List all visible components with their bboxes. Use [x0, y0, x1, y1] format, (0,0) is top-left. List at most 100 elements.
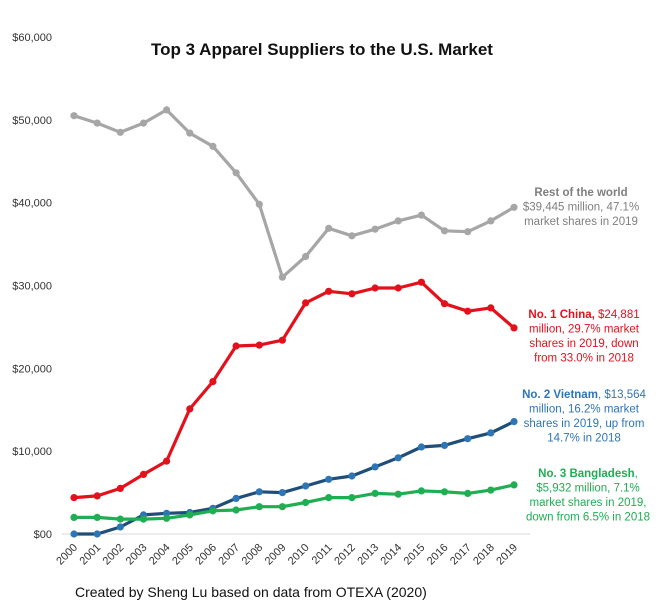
y-axis: $00 $10,000 $20,000 $30,000 $40,000 $50,000 $6… — [12, 32, 52, 541]
annotation-layer: Rest of the world $39,445 million, 47.1% m… — [522, 187, 650, 524]
data-point-china — [348, 290, 356, 298]
x-tick-label: 2013 — [355, 542, 381, 568]
data-point-vietnam — [325, 475, 333, 483]
data-point-rest-of-the-world — [209, 142, 217, 150]
annotation-line: market shares in 2019 — [524, 216, 638, 228]
data-point-vietnam — [278, 489, 286, 497]
x-tick-label: 2006 — [193, 542, 219, 568]
data-point-rest-of-the-world — [255, 200, 263, 208]
data-point-bangladesh — [93, 513, 101, 522]
data-point-china — [139, 470, 148, 478]
data-point-china — [186, 405, 194, 413]
data-point-rest-of-the-world — [186, 129, 194, 137]
y-tick-label: $10,000 — [12, 446, 52, 458]
x-tick-label: 2000 — [54, 542, 80, 568]
annotation-bold: No. 2 Vietnam — [522, 389, 598, 401]
annotation-line: $5,932 million, 7.1% — [536, 483, 640, 495]
data-point-rest-of-the-world — [70, 112, 78, 120]
annotation-line: Rest of the world — [534, 187, 627, 199]
annotation-line: million, 16.2% market — [529, 404, 640, 416]
x-tick-label: 2019 — [494, 542, 520, 568]
data-point-vietnam — [487, 429, 495, 437]
series-line-china — [72, 280, 516, 500]
x-tick-label: 2008 — [240, 542, 266, 568]
data-point-vietnam — [116, 523, 124, 531]
data-point-bangladesh — [394, 490, 402, 498]
x-axis: 2000200120022003200420052006200720082009… — [54, 542, 520, 568]
data-point-rest-of-the-world — [371, 225, 379, 233]
x-tick-label: 2015 — [402, 542, 428, 568]
data-point-china — [163, 457, 171, 465]
annotation-text: , — [635, 468, 638, 480]
annotation-text: shares in 2019, down — [529, 338, 638, 350]
series-line-rest-of-the-world — [72, 108, 516, 279]
data-point-china — [278, 336, 286, 344]
annotation-line: shares in 2019, down — [529, 338, 638, 350]
data-point-vietnam — [417, 443, 425, 451]
x-tick-label: 2007 — [216, 542, 242, 568]
data-point-china — [302, 299, 310, 307]
annotation-text: 14.7% in 2018 — [547, 433, 621, 445]
data-point-rest-of-the-world — [510, 203, 518, 211]
data-point-china — [255, 341, 263, 349]
data-point-bangladesh — [116, 515, 124, 523]
annotation-china: No. 1 China, $24,881 million, 29.7% marke… — [528, 309, 639, 365]
annotation-line: shares in 2019, up from — [524, 418, 645, 430]
y-tick-label: $00 — [34, 529, 52, 541]
chart-title: Top 3 Apparel Suppliers to the U.S. Mark… — [151, 40, 493, 59]
x-tick-label: 2005 — [170, 542, 196, 568]
data-point-china — [487, 304, 495, 312]
x-tick-label: 2014 — [379, 542, 405, 568]
data-point-rest-of-the-world — [348, 232, 356, 240]
series-line-bangladesh — [72, 483, 516, 521]
annotation-rest-of-the-world: Rest of the world $39,445 million, 47.1% m… — [523, 187, 639, 228]
data-point-rest-of-the-world — [440, 227, 449, 235]
annotation-text: market shares in 2019 — [524, 216, 638, 228]
annotation-text: , $13,564 — [598, 389, 647, 401]
annotation-bold: No. 3 Bangladesh — [538, 468, 635, 480]
data-point-china — [394, 284, 402, 292]
x-tick-label: 2012 — [332, 542, 358, 568]
data-point-rest-of-the-world — [93, 119, 101, 127]
data-point-china — [209, 378, 217, 386]
annotation-line: No. 2 Vietnam, $13,564 — [522, 389, 646, 401]
series-layer — [70, 106, 518, 538]
data-point-rest-of-the-world — [417, 211, 425, 219]
data-point-bangladesh — [255, 503, 263, 511]
data-point-rest-of-the-world — [302, 252, 310, 261]
data-point-bangladesh — [278, 503, 286, 511]
y-tick-label: $30,000 — [12, 281, 52, 293]
annotation-line: from 33.0% in 2018 — [534, 353, 634, 365]
data-point-rest-of-the-world — [163, 106, 171, 114]
annotation-line: million, 29.7% market — [529, 324, 640, 336]
data-point-vietnam — [371, 463, 379, 471]
chart-footer: Created by Sheng Lu based on data from O… — [75, 584, 427, 600]
data-point-china — [232, 342, 240, 350]
data-point-rest-of-the-world — [232, 169, 240, 177]
series-line-vietnam — [72, 420, 516, 536]
annotation-text: down from 6.5% in 2018 — [526, 512, 650, 524]
data-point-bangladesh — [139, 515, 148, 523]
data-point-bangladesh — [440, 488, 449, 496]
data-point-bangladesh — [371, 489, 379, 497]
data-point-vietnam — [440, 441, 449, 449]
annotation-line: No. 3 Bangladesh, — [538, 468, 638, 480]
annotation-text: $39,445 million, 47.1% — [523, 202, 639, 214]
x-tick-label: 2018 — [471, 542, 497, 568]
data-point-vietnam — [394, 454, 402, 462]
x-tick-label: 2011 — [310, 542, 335, 567]
data-point-bangladesh — [487, 486, 495, 494]
annotation-text: $5,932 million, 7.1% — [536, 483, 640, 495]
data-point-bangladesh — [232, 506, 240, 514]
x-tick-label: 2004 — [147, 542, 173, 568]
data-point-bangladesh — [70, 513, 78, 522]
x-tick-label: 2010 — [286, 542, 312, 568]
data-point-rest-of-the-world — [278, 273, 286, 281]
y-tick-label: $50,000 — [12, 115, 52, 127]
data-point-vietnam — [70, 530, 78, 538]
series-china — [70, 278, 518, 502]
y-tick-label: $40,000 — [12, 198, 52, 210]
data-point-bangladesh — [186, 511, 194, 519]
data-point-vietnam — [93, 530, 101, 538]
data-point-bangladesh — [510, 481, 518, 489]
